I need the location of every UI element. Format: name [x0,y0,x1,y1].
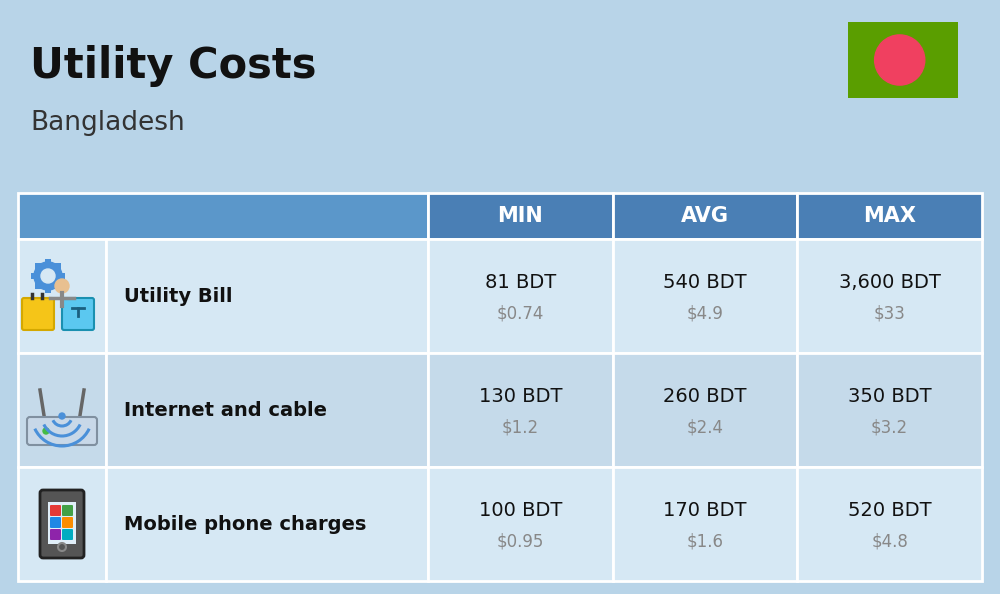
FancyBboxPatch shape [428,239,613,353]
FancyBboxPatch shape [62,505,73,516]
Text: $1.2: $1.2 [502,418,539,436]
Text: Internet and cable: Internet and cable [124,400,327,419]
Text: 520 BDT: 520 BDT [848,501,931,520]
FancyBboxPatch shape [797,193,982,239]
Text: AVG: AVG [681,206,729,226]
Text: $2.4: $2.4 [686,418,724,436]
Text: 3,600 BDT: 3,600 BDT [839,273,941,292]
FancyBboxPatch shape [40,490,84,558]
FancyBboxPatch shape [428,467,613,581]
FancyBboxPatch shape [62,529,73,540]
Text: $0.95: $0.95 [497,532,544,550]
FancyBboxPatch shape [848,22,958,98]
Text: $0.74: $0.74 [497,304,544,322]
Circle shape [43,428,49,434]
FancyBboxPatch shape [18,193,428,239]
Text: 260 BDT: 260 BDT [663,387,747,406]
FancyBboxPatch shape [428,353,613,467]
FancyBboxPatch shape [18,353,106,467]
FancyBboxPatch shape [613,467,797,581]
Text: $4.9: $4.9 [687,304,723,322]
FancyBboxPatch shape [62,517,73,528]
FancyBboxPatch shape [613,239,797,353]
FancyBboxPatch shape [27,417,97,445]
Circle shape [59,413,65,419]
FancyBboxPatch shape [48,502,76,544]
FancyBboxPatch shape [797,353,982,467]
Circle shape [41,269,55,283]
Text: 130 BDT: 130 BDT [479,387,562,406]
Text: 350 BDT: 350 BDT [848,387,931,406]
FancyBboxPatch shape [106,239,428,353]
FancyBboxPatch shape [62,298,94,330]
Text: Mobile phone charges: Mobile phone charges [124,514,366,533]
FancyBboxPatch shape [35,283,41,289]
Text: Utility Costs: Utility Costs [30,45,316,87]
Text: 100 BDT: 100 BDT [479,501,562,520]
Text: $4.8: $4.8 [871,532,908,550]
Text: Bangladesh: Bangladesh [30,110,185,136]
Text: $33: $33 [874,304,906,322]
FancyBboxPatch shape [18,239,106,353]
FancyBboxPatch shape [45,259,51,265]
FancyBboxPatch shape [45,287,51,293]
FancyBboxPatch shape [55,283,61,289]
Text: 170 BDT: 170 BDT [663,501,747,520]
FancyBboxPatch shape [613,353,797,467]
FancyBboxPatch shape [797,239,982,353]
Circle shape [55,279,69,293]
Text: MIN: MIN [497,206,543,226]
FancyBboxPatch shape [35,263,41,269]
FancyBboxPatch shape [22,298,54,330]
FancyBboxPatch shape [50,517,61,528]
FancyBboxPatch shape [31,273,37,279]
FancyBboxPatch shape [428,193,613,239]
FancyBboxPatch shape [106,467,428,581]
Text: MAX: MAX [863,206,916,226]
Circle shape [34,262,62,290]
Text: 540 BDT: 540 BDT [663,273,747,292]
FancyBboxPatch shape [18,467,106,581]
Text: 81 BDT: 81 BDT [485,273,556,292]
FancyBboxPatch shape [613,193,797,239]
FancyBboxPatch shape [106,353,428,467]
FancyBboxPatch shape [50,529,61,540]
Text: $3.2: $3.2 [871,418,908,436]
Text: Utility Bill: Utility Bill [124,286,232,305]
FancyBboxPatch shape [50,505,61,516]
FancyBboxPatch shape [55,263,61,269]
Circle shape [875,35,925,85]
FancyBboxPatch shape [797,467,982,581]
FancyBboxPatch shape [59,273,65,279]
Text: $1.6: $1.6 [686,532,724,550]
